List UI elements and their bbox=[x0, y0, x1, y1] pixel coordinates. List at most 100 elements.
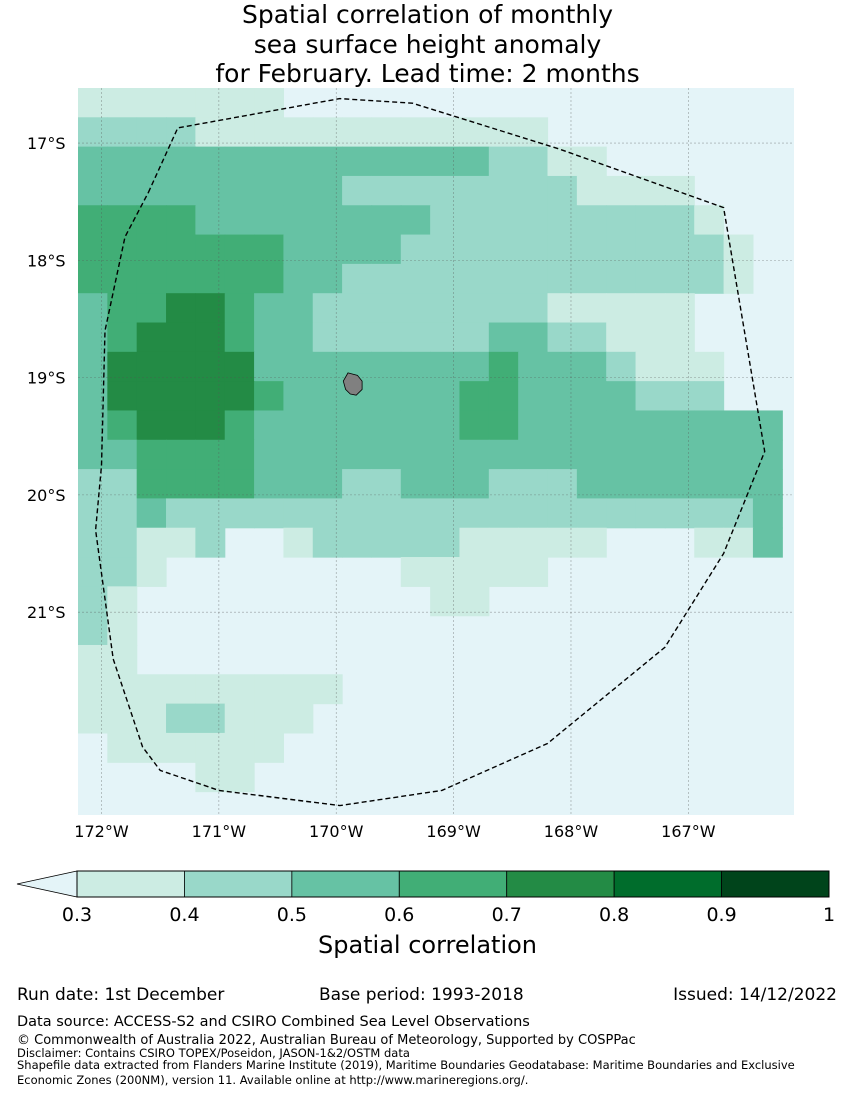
correlation-cell bbox=[107, 644, 138, 675]
correlation-cell bbox=[400, 293, 431, 324]
correlation-cell bbox=[78, 674, 108, 705]
correlation-cell bbox=[166, 439, 196, 470]
correlation-cell bbox=[371, 175, 402, 206]
correlation-cell bbox=[78, 498, 108, 529]
correlation-cell bbox=[312, 146, 343, 177]
correlation-cell bbox=[254, 439, 285, 470]
correlation-cell bbox=[107, 146, 138, 177]
correlation-cell bbox=[723, 439, 754, 470]
correlation-cell bbox=[224, 322, 255, 353]
island-landmass bbox=[342, 372, 363, 396]
correlation-cell bbox=[430, 586, 461, 617]
correlation-cell bbox=[78, 703, 108, 734]
correlation-cell bbox=[518, 557, 549, 587]
correlation-cell bbox=[518, 469, 549, 499]
correlation-cell bbox=[224, 732, 255, 763]
correlation-cell bbox=[312, 263, 343, 294]
correlation-cell bbox=[635, 293, 666, 324]
correlation-cell bbox=[371, 351, 402, 382]
correlation-cell bbox=[78, 175, 108, 206]
correlation-cell bbox=[224, 351, 255, 382]
correlation-cell bbox=[195, 703, 226, 734]
correlation-cell bbox=[78, 146, 108, 177]
correlation-cell bbox=[400, 469, 431, 499]
correlation-cell bbox=[283, 117, 314, 148]
shapefile-credit-line-2: Economic Zones (200NM), version 11. Avai… bbox=[17, 1073, 529, 1087]
correlation-cell bbox=[312, 351, 343, 382]
correlation-cell bbox=[635, 439, 666, 470]
correlation-cell bbox=[400, 557, 431, 587]
correlation-cell bbox=[752, 527, 783, 558]
correlation-cell bbox=[254, 175, 285, 206]
correlation-cell bbox=[371, 469, 402, 499]
correlation-cell bbox=[136, 88, 167, 118]
colorbar-extend-arrow bbox=[16, 870, 78, 898]
correlation-cell bbox=[107, 703, 138, 734]
correlation-cell bbox=[459, 117, 490, 148]
correlation-cell bbox=[459, 322, 490, 353]
correlation-cell bbox=[547, 351, 578, 382]
correlation-cell bbox=[107, 410, 138, 441]
correlation-cell bbox=[518, 527, 549, 558]
correlation-cell bbox=[254, 293, 285, 324]
correlation-cell bbox=[78, 469, 108, 499]
correlation-cell bbox=[606, 469, 637, 499]
correlation-cell bbox=[195, 263, 226, 294]
gridlines bbox=[78, 88, 794, 815]
correlation-cell bbox=[430, 527, 461, 558]
correlation-cell bbox=[606, 175, 637, 206]
correlation-cell bbox=[195, 322, 226, 353]
correlation-cell bbox=[283, 322, 314, 353]
correlation-cell bbox=[283, 351, 314, 382]
correlation-cell bbox=[752, 498, 783, 529]
correlation-cell bbox=[371, 117, 402, 148]
latitude-tick-label: 19°S bbox=[27, 369, 66, 388]
title-line-1: Spatial correlation of monthly bbox=[241, 0, 614, 29]
correlation-cell bbox=[430, 469, 461, 499]
correlation-cell bbox=[635, 263, 666, 294]
correlation-cell bbox=[488, 146, 519, 177]
colorbar-segment bbox=[613, 870, 722, 898]
correlation-cell bbox=[694, 439, 725, 470]
correlation-cell bbox=[166, 88, 196, 118]
correlation-cell bbox=[430, 175, 461, 206]
correlation-cell bbox=[78, 88, 108, 118]
map-panel: 17°S 18°S 19°S 20°S 21°S 172°W 171°W 170°W 169°W… bbox=[27, 88, 794, 841]
correlation-cell bbox=[136, 322, 167, 353]
correlation-cell bbox=[430, 263, 461, 294]
correlation-cell bbox=[459, 439, 490, 470]
correlation-cell bbox=[312, 293, 343, 324]
correlation-cell bbox=[459, 469, 490, 499]
correlation-cell bbox=[166, 175, 196, 206]
correlation-cell bbox=[107, 205, 138, 236]
correlation-cell bbox=[166, 117, 196, 148]
correlation-cell bbox=[78, 322, 108, 353]
longitude-tick-label: 168°W bbox=[544, 822, 599, 841]
correlation-cell bbox=[166, 351, 196, 382]
colorbar-tick-label: 0.7 bbox=[492, 904, 522, 926]
colorbar-tick-label: 0.8 bbox=[599, 904, 629, 926]
correlation-cell bbox=[752, 410, 783, 441]
correlation-cell bbox=[664, 205, 695, 236]
correlation-cell bbox=[107, 263, 138, 294]
correlation-cell bbox=[635, 205, 666, 236]
colorbar-segment bbox=[398, 870, 508, 898]
correlation-cell bbox=[342, 175, 373, 206]
correlation-cell bbox=[400, 117, 431, 148]
correlation-cell bbox=[664, 234, 695, 265]
correlation-cell bbox=[283, 469, 314, 499]
correlation-cell bbox=[166, 205, 196, 236]
correlation-cell bbox=[312, 175, 343, 206]
correlation-cell bbox=[224, 205, 255, 236]
correlation-cell bbox=[664, 322, 695, 353]
correlation-cell bbox=[488, 322, 519, 353]
correlation-cell bbox=[195, 293, 226, 324]
correlation-cell bbox=[254, 322, 285, 353]
correlation-cell bbox=[166, 498, 196, 529]
correlation-cell bbox=[283, 527, 314, 558]
correlation-cell bbox=[576, 498, 607, 529]
correlation-cell bbox=[576, 469, 607, 499]
correlation-cell bbox=[342, 469, 373, 499]
correlation-cell bbox=[224, 439, 255, 470]
correlation-cell bbox=[430, 322, 461, 353]
